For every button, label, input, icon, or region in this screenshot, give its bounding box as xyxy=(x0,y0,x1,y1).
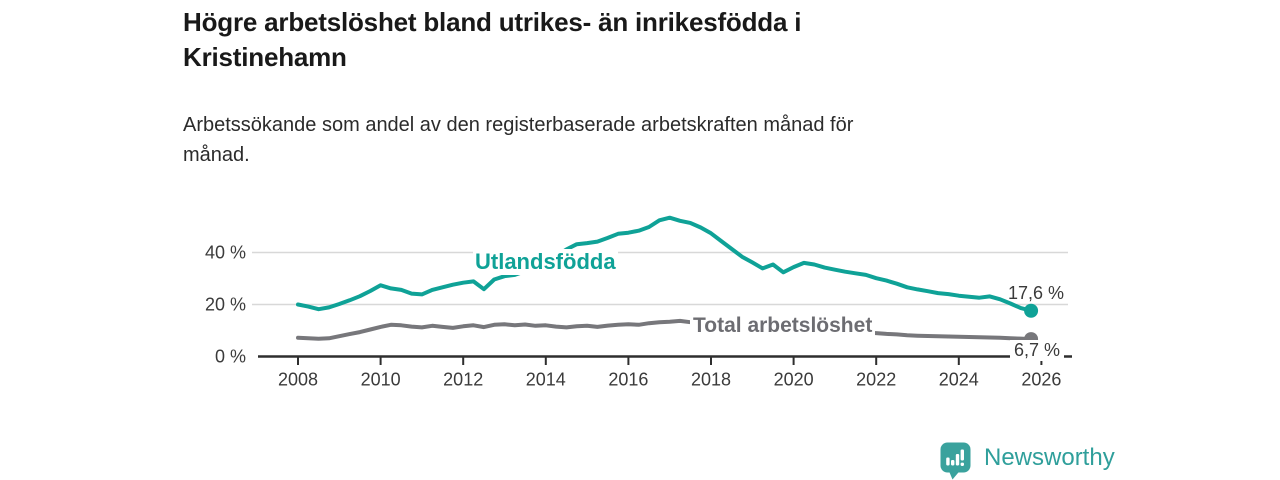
x-axis-tick-label: 2014 xyxy=(526,370,566,390)
series-line-utlandsf-dda xyxy=(296,215,1034,313)
x-axis-tick-label: 2016 xyxy=(608,370,648,390)
series-label-utlandsfodda: Utlandsfödda xyxy=(473,249,618,275)
y-axis-tick-label: 20 % xyxy=(205,295,246,315)
series-line-total-arbetsl-shet xyxy=(296,318,1034,342)
x-axis-tick-label: 2026 xyxy=(1021,370,1061,390)
x-axis-tick-label: 2018 xyxy=(691,370,731,390)
series-label-total-arbetsloshet: Total arbetslöshet xyxy=(690,314,876,338)
chart-subtitle: Arbetssökande som andel av den registerb… xyxy=(183,114,854,166)
newsworthy-logo-icon xyxy=(940,442,971,480)
end-value-label-utlandsfodda: 17,6 % xyxy=(1008,283,1065,303)
end-value-label-total: 6,7 % xyxy=(1010,340,1065,361)
y-axis-tick-label: 40 % xyxy=(205,243,246,263)
x-axis-tick-label: 2024 xyxy=(939,370,979,390)
x-axis-tick-label: 2012 xyxy=(443,370,483,390)
chart-title: Högre arbetslöshet bland utrikes- än inr… xyxy=(183,7,802,72)
brand-name: Newsworthy xyxy=(984,444,1115,471)
x-axis-tick-label: 2010 xyxy=(361,370,401,390)
x-axis-tick-label: 2022 xyxy=(856,370,896,390)
series-end-dot xyxy=(1024,303,1039,318)
x-axis-tick-label: 2020 xyxy=(774,370,814,390)
y-axis-tick-label: 0 % xyxy=(215,347,246,367)
footer-brand: Newsworthy xyxy=(939,441,1115,480)
x-axis-tick-label: 2008 xyxy=(278,370,318,390)
